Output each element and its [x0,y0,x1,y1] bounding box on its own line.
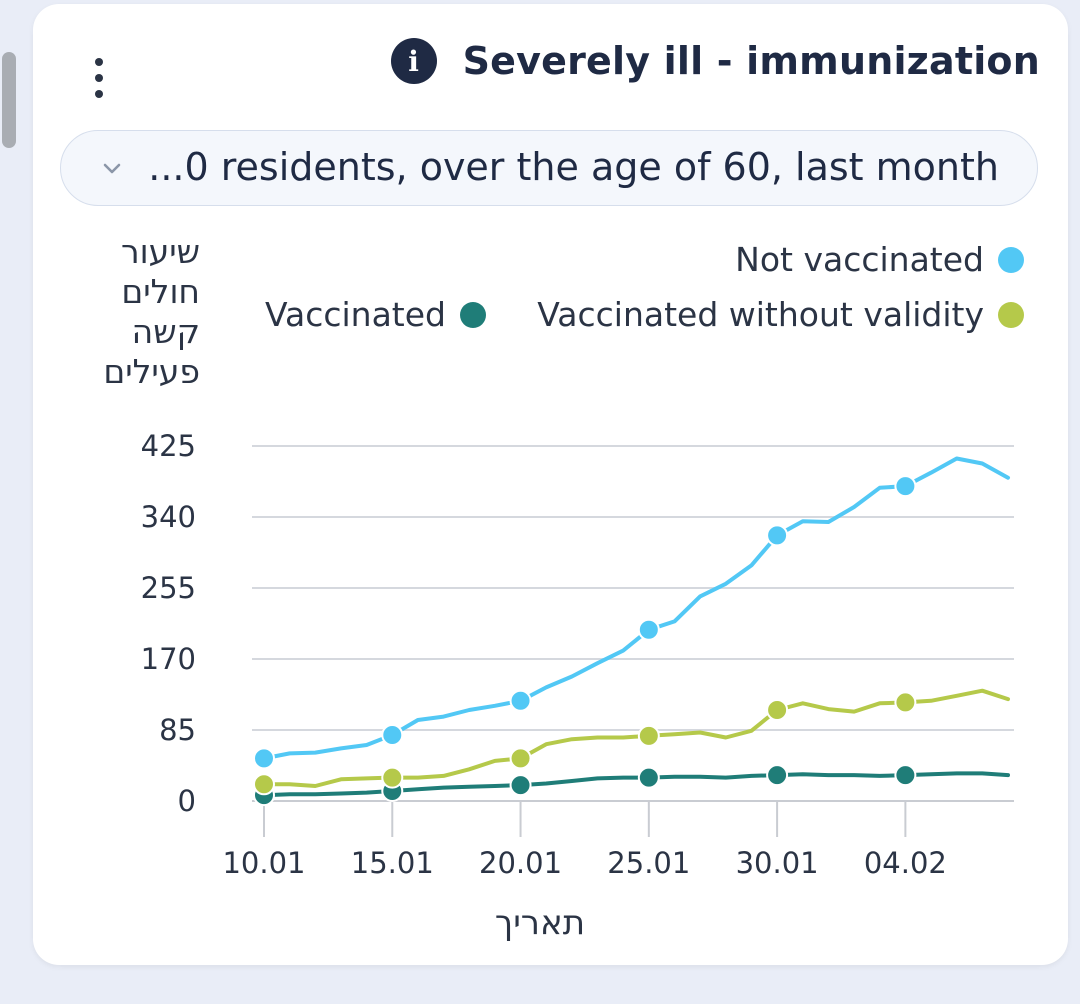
data-point-not-vaccinated [637,618,660,641]
data-point-vaccinated [894,764,917,787]
data-point-not-vaccinated [381,724,404,747]
legend-item-vaccinated[interactable]: Vaccinated [265,295,486,334]
data-point-vaccinated-without-validity [509,747,532,770]
x-tick-label: 15.01 [351,846,434,880]
legend-item-vaccinated-without-validity[interactable]: Vaccinated without validity [537,295,1024,334]
kebab-menu-icon[interactable] [90,58,108,98]
y-axis-title: שיעור חולים קשה פעילים [103,232,200,391]
card-title: Severely ill - immunization [462,39,1040,83]
legend-dot-icon [460,301,486,328]
y-tick-label: 340 [141,500,196,534]
population-filter-dropdown[interactable]: ...0 residents, over the age of 60, last… [60,130,1038,206]
info-icon[interactable]: i [390,38,437,84]
data-point-vaccinated-without-validity [381,766,404,789]
y-tick-label: 0 [178,784,196,818]
data-point-not-vaccinated [766,524,789,547]
x-tick-label: 04.02 [864,846,947,880]
legend-label: Vaccinated without validity [537,295,984,334]
legend-dot-icon [998,301,1024,328]
legend-item-not-vaccinated[interactable]: Not vaccinated [735,240,1024,279]
dropdown-selected-value: ...0 residents, over the age of 60, last… [148,145,999,189]
data-point-not-vaccinated [894,475,917,498]
data-point-vaccinated-without-validity [637,724,660,747]
legend-dot-icon [998,246,1024,273]
x-axis-title: תאריך [494,903,586,943]
y-tick-label: 170 [141,642,196,676]
data-point-vaccinated-without-validity [894,691,917,714]
data-point-not-vaccinated [509,689,532,712]
legend-label: Not vaccinated [735,240,984,279]
data-point-not-vaccinated [253,747,275,770]
y-tick-label: 255 [141,571,196,605]
y-tick-label: 425 [141,429,196,463]
y-tick-label: 85 [159,713,196,747]
page-scrollbar[interactable] [2,52,16,148]
data-point-vaccinated [637,766,660,789]
card-header: i Severely ill - immunization [390,38,1040,84]
x-tick-label: 20.01 [479,846,562,880]
x-tick-label: 30.01 [736,846,819,880]
x-tick-label: 10.01 [222,846,305,880]
x-tick-label: 25.01 [607,846,690,880]
series-line-not-vaccinated [262,456,1010,761]
chevron-down-icon [103,163,121,174]
data-point-vaccinated [766,764,789,787]
data-point-vaccinated [509,774,532,797]
data-point-vaccinated-without-validity [766,698,789,721]
data-point-vaccinated-without-validity [253,773,275,796]
legend-label: Vaccinated [264,295,446,334]
